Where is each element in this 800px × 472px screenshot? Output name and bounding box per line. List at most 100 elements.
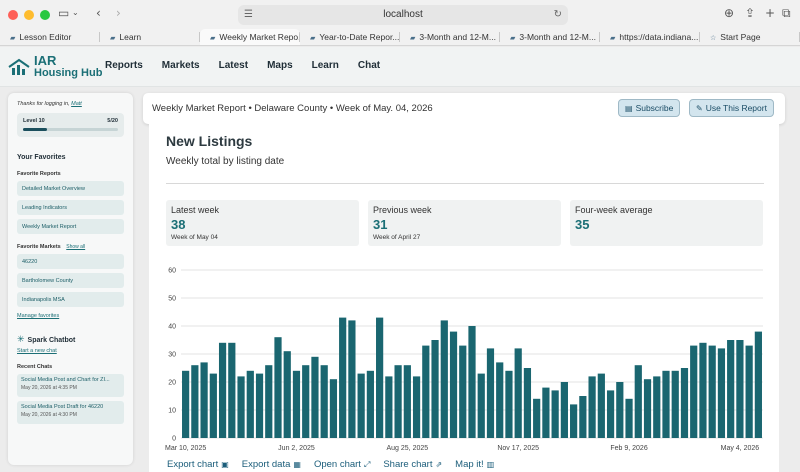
sidebar-toggle-icon[interactable]: ▭ bbox=[58, 6, 70, 20]
recent-chat-item[interactable]: Social Media Post and Chart for ZI... May… bbox=[17, 374, 124, 397]
maximize-window-button[interactable] bbox=[40, 10, 50, 20]
bar[interactable] bbox=[736, 340, 744, 438]
forward-icon[interactable]: › bbox=[116, 6, 121, 20]
bar[interactable] bbox=[366, 370, 374, 438]
nav-latest[interactable]: Latest bbox=[218, 60, 249, 71]
bar[interactable] bbox=[745, 345, 753, 438]
nav-markets[interactable]: Markets bbox=[161, 60, 200, 71]
user-link[interactable]: Matt bbox=[71, 101, 82, 107]
bar[interactable] bbox=[218, 342, 227, 438]
bar[interactable] bbox=[329, 379, 338, 438]
bar[interactable] bbox=[274, 337, 282, 438]
bar[interactable] bbox=[486, 348, 495, 438]
share-icon[interactable]: ⇪ bbox=[745, 6, 756, 20]
favorite-report-item[interactable]: Leading Indicators bbox=[17, 200, 124, 215]
bar[interactable] bbox=[246, 370, 254, 438]
bar[interactable] bbox=[680, 368, 689, 438]
bar[interactable] bbox=[616, 382, 624, 438]
bar[interactable] bbox=[625, 398, 633, 438]
address-bar[interactable]: ☰ localhost ↻ bbox=[238, 5, 568, 25]
bar[interactable] bbox=[551, 390, 559, 438]
bar[interactable] bbox=[228, 342, 236, 438]
bar[interactable] bbox=[717, 348, 726, 438]
recent-chat-item[interactable]: Social Media Post Draft for 46220 May 20,… bbox=[17, 401, 124, 424]
open-chart-button[interactable]: Open chart ⤢ bbox=[314, 459, 370, 470]
reload-icon[interactable]: ↻ bbox=[553, 9, 562, 20]
bar[interactable] bbox=[708, 345, 716, 438]
bar[interactable] bbox=[634, 365, 642, 438]
export-chart-button[interactable]: Export chart ▣ bbox=[167, 459, 229, 470]
favorite-market-item[interactable]: Indianapolis MSA bbox=[17, 292, 124, 307]
bar[interactable] bbox=[754, 331, 762, 438]
browser-tab[interactable]: ☆ Start Page bbox=[700, 29, 800, 45]
bar[interactable] bbox=[699, 342, 707, 438]
share-chart-button[interactable]: Share chart ⇗ bbox=[383, 459, 442, 470]
bar[interactable] bbox=[606, 390, 615, 438]
bar[interactable] bbox=[320, 365, 328, 438]
browser-tab[interactable]: ▰ Weekly Market Repo... bbox=[200, 29, 300, 45]
bar[interactable] bbox=[570, 404, 578, 438]
browser-tab[interactable]: ▰ https://data.indiana... bbox=[600, 29, 700, 45]
subscribe-button[interactable]: ▤ Subscribe bbox=[618, 99, 681, 117]
bar[interactable] bbox=[209, 373, 217, 438]
start-chat-link[interactable]: Start a new chat bbox=[17, 348, 57, 354]
bar[interactable] bbox=[237, 376, 245, 438]
minimize-window-button[interactable] bbox=[24, 10, 34, 20]
bar[interactable] bbox=[579, 396, 587, 438]
show-all-link[interactable]: Show all bbox=[66, 244, 86, 250]
bar[interactable] bbox=[191, 365, 199, 438]
bar[interactable] bbox=[265, 365, 273, 438]
bar[interactable] bbox=[560, 382, 568, 438]
nav-learn[interactable]: Learn bbox=[311, 60, 339, 71]
browser-tab[interactable]: ▰ Lesson Editor bbox=[0, 29, 100, 45]
bar[interactable] bbox=[459, 345, 467, 438]
bar[interactable] bbox=[588, 376, 596, 438]
bar[interactable] bbox=[255, 373, 264, 438]
bar[interactable] bbox=[643, 379, 652, 438]
bar[interactable] bbox=[302, 365, 310, 438]
favorite-market-item[interactable]: Bartholomew County bbox=[17, 273, 124, 288]
bar[interactable] bbox=[357, 373, 365, 438]
bar[interactable] bbox=[385, 376, 393, 438]
bar[interactable] bbox=[597, 373, 605, 438]
bar[interactable] bbox=[292, 370, 301, 438]
bar[interactable] bbox=[200, 362, 208, 438]
bar[interactable] bbox=[542, 387, 550, 438]
map-it-button[interactable]: Map it! ▥ bbox=[455, 459, 494, 470]
favorite-report-item[interactable]: Detailed Market Overview bbox=[17, 181, 124, 196]
bar[interactable] bbox=[523, 368, 532, 438]
close-window-button[interactable] bbox=[8, 10, 18, 20]
download-icon[interactable]: ⊕ bbox=[724, 6, 735, 20]
bar[interactable] bbox=[348, 320, 356, 438]
manage-favorites-link[interactable]: Manage favorites bbox=[17, 313, 60, 319]
bar[interactable] bbox=[403, 365, 411, 438]
nav-maps[interactable]: Maps bbox=[267, 60, 293, 71]
page-settings-icon[interactable]: ☰ bbox=[244, 9, 253, 20]
bar[interactable] bbox=[727, 340, 735, 438]
bar[interactable] bbox=[412, 376, 421, 438]
chevron-down-icon[interactable]: ⌄ bbox=[72, 8, 79, 17]
new-tab-icon[interactable]: + bbox=[765, 6, 776, 20]
bar[interactable] bbox=[376, 317, 384, 438]
bar[interactable] bbox=[505, 370, 513, 438]
bar[interactable] bbox=[662, 370, 670, 438]
bar[interactable] bbox=[431, 340, 439, 438]
favorite-report-item[interactable]: Weekly Market Report bbox=[17, 219, 124, 234]
bar[interactable] bbox=[440, 320, 448, 438]
bar[interactable] bbox=[671, 370, 679, 438]
nav-chat[interactable]: Chat bbox=[357, 60, 381, 71]
bar[interactable] bbox=[533, 398, 541, 438]
bar[interactable] bbox=[653, 376, 661, 438]
browser-tab[interactable]: ▰ 3-Month and 12-M... bbox=[500, 29, 600, 45]
back-icon[interactable]: ‹ bbox=[96, 6, 101, 20]
export-data-button[interactable]: Export data ▦ bbox=[242, 459, 301, 470]
logo[interactable]: IAR Housing Hub bbox=[8, 54, 102, 79]
favorite-market-item[interactable]: 46220 bbox=[17, 254, 124, 269]
bar[interactable] bbox=[468, 326, 476, 438]
use-report-button[interactable]: ✎ Use This Report bbox=[689, 99, 774, 117]
browser-tab[interactable]: ▰ 3-Month and 12-M... bbox=[400, 29, 500, 45]
bar[interactable] bbox=[514, 348, 522, 438]
bar[interactable] bbox=[496, 362, 504, 438]
tab-overview-icon[interactable]: ⧉ bbox=[782, 6, 791, 20]
browser-tab[interactable]: ▰ Learn bbox=[100, 29, 200, 45]
